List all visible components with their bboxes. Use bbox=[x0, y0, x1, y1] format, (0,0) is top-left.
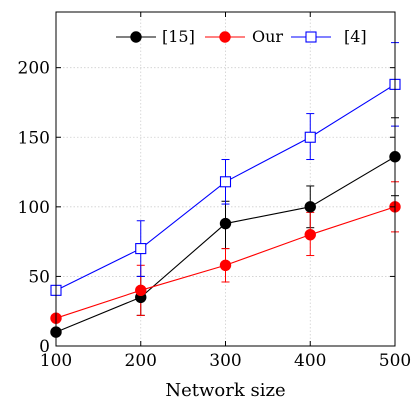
legend: [15] Our [4] bbox=[116, 27, 367, 46]
data-point bbox=[135, 284, 147, 297]
data-point bbox=[135, 243, 147, 255]
legend-marker bbox=[219, 31, 231, 43]
legend-marker bbox=[305, 31, 317, 43]
y-tick-label: 0 bbox=[39, 337, 50, 357]
error-bars bbox=[136, 42, 399, 316]
data-point bbox=[304, 228, 316, 241]
legend-label: [15] bbox=[162, 27, 195, 46]
data-point bbox=[304, 201, 316, 213]
x-tick-label: 300 bbox=[209, 351, 241, 371]
legend-marker bbox=[130, 31, 142, 43]
legend-label: [4] bbox=[344, 27, 367, 46]
data-point bbox=[219, 259, 232, 271]
y-tick-label: 150 bbox=[18, 128, 50, 148]
data-point bbox=[219, 217, 232, 230]
x-tick-label: 100 bbox=[40, 351, 72, 371]
legend-label: Our bbox=[252, 27, 283, 46]
x-tick-label: 500 bbox=[379, 351, 411, 371]
data-point bbox=[304, 131, 316, 143]
axis-ticks: 100 200 300 400 500 0 50 100 150 200 bbox=[18, 12, 411, 371]
y-tick-label: 50 bbox=[28, 267, 50, 287]
y-tick-label: 100 bbox=[18, 198, 50, 218]
y-tick-label: 200 bbox=[18, 59, 50, 79]
x-tick-label: 400 bbox=[294, 351, 326, 371]
x-tick-label: 200 bbox=[125, 351, 157, 371]
data-point bbox=[219, 176, 232, 188]
x-axis-label: Network size bbox=[165, 380, 285, 401]
